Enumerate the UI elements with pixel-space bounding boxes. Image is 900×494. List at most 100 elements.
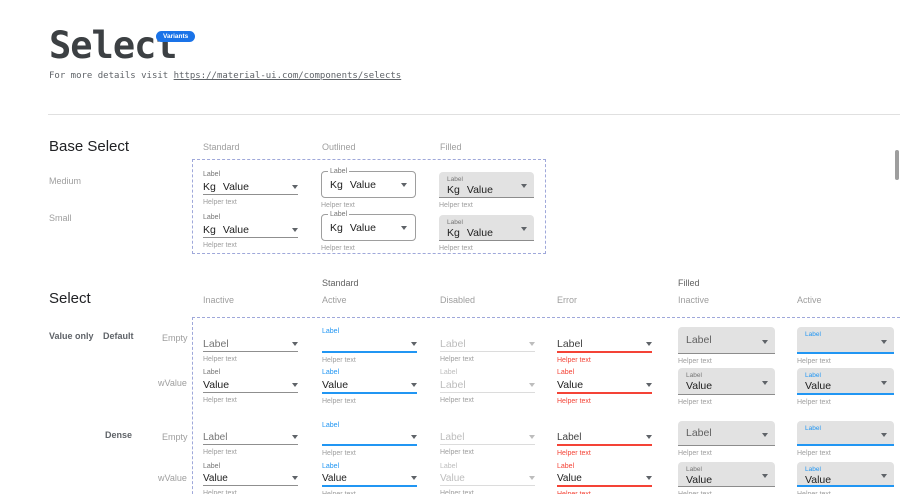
base-select-standard[interactable]: LabelKgValueHelper text (203, 209, 298, 250)
floating-label: Label (203, 462, 298, 471)
select-input[interactable]: LabelValue (678, 462, 775, 487)
subtitle: For more details visit https://material-… (49, 71, 401, 81)
dropdown-arrow-icon (529, 476, 535, 480)
helper-text: Helper text (203, 449, 298, 457)
select-value: Label (440, 379, 466, 391)
row-label-small: Small (49, 213, 72, 223)
select-value: Value (322, 379, 348, 391)
floating-label: Label (203, 170, 298, 179)
helper-text: Helper text (797, 358, 894, 366)
dropdown-arrow-icon (529, 342, 535, 346)
select-input[interactable]: Value (203, 471, 298, 486)
base-select-standard[interactable]: LabelKgValueHelper text (203, 166, 298, 207)
scrollbar-thumb[interactable] (895, 150, 899, 180)
value-prefix: Kg (330, 222, 343, 234)
select-standard-inactive[interactable]: LabelHelper text (203, 327, 298, 364)
floating-label: Label (805, 424, 886, 433)
select-standard-error[interactable]: LabelHelper text (557, 327, 652, 365)
select-standard-error[interactable]: LabelValueHelper text (557, 368, 652, 406)
floating-label: Label (322, 368, 417, 377)
select-filled-inactive-dense[interactable]: LabelValueHelper text (678, 462, 775, 494)
select-standard-error-dense[interactable]: LabelHelper text (557, 421, 652, 458)
select-input[interactable]: Value (440, 471, 535, 486)
select-input[interactable]: Value (557, 471, 652, 487)
dropdown-arrow-icon (521, 184, 527, 188)
column-header-outlined: Outlined (322, 142, 356, 152)
column-header-filled-inactive: Inactive (678, 295, 709, 305)
select-input[interactable]: LabelKgValue (439, 172, 534, 198)
dropdown-arrow-icon (881, 433, 887, 437)
select-input[interactable]: Label (678, 421, 775, 446)
select-standard-disabled-dense[interactable]: LabelValueHelper text (440, 462, 535, 494)
select-value: Value (467, 184, 493, 196)
select-standard-inactive-dense[interactable]: LabelValueHelper text (203, 462, 298, 494)
base-select-filled[interactable]: LabelKgValueHelper text (439, 166, 534, 210)
select-input[interactable]: LabelValue (797, 462, 894, 487)
select-input[interactable]: KgValue (203, 222, 298, 238)
select-input[interactable]: LabelKgValue (321, 171, 416, 198)
helper-text: Helper text (322, 450, 417, 458)
row-label-empty: Empty (162, 432, 188, 442)
floating-label: Label (328, 211, 349, 219)
floating-label: Label (686, 371, 767, 380)
select-input[interactable]: Label (440, 430, 535, 445)
select-input[interactable] (322, 430, 417, 446)
select-input[interactable]: Value (322, 377, 417, 394)
select-standard-disabled-dense[interactable]: LabelHelper text (440, 421, 535, 457)
floating-label: Label (557, 368, 652, 377)
select-standard-active[interactable]: LabelHelper text (322, 327, 417, 365)
select-input[interactable]: LabelKgValue (439, 215, 534, 241)
base-select-outlined[interactable]: LabelKgValueHelper text (321, 209, 416, 253)
select-filled-active-dense[interactable]: LabelHelper text (797, 421, 894, 458)
column-header-standard: Standard (203, 142, 240, 152)
floating-label: Label (447, 218, 526, 227)
select-input[interactable]: Value (203, 377, 298, 393)
select-input[interactable]: Value (322, 471, 417, 487)
select-standard-inactive[interactable]: LabelValueHelper text (203, 368, 298, 405)
select-value: Label (686, 427, 712, 439)
select-standard-inactive-dense[interactable]: Label Helper text (203, 421, 298, 457)
select-value: Value (223, 224, 249, 236)
select-filled-active-dense[interactable]: LabelValueHelper text (797, 462, 894, 494)
select-filled-active[interactable]: Label Helper text (797, 327, 894, 366)
select-input[interactable]: KgValue (203, 179, 298, 195)
select-filled-active[interactable]: LabelValueHelper text (797, 368, 894, 407)
select-standard-error-dense[interactable]: LabelValueHelper text (557, 462, 652, 494)
dropdown-arrow-icon (292, 435, 298, 439)
dropdown-arrow-icon (881, 340, 887, 344)
select-input[interactable]: Label (203, 430, 298, 445)
dropdown-arrow-icon (411, 342, 417, 346)
base-select-filled[interactable]: LabelKgValueHelper text (439, 209, 534, 253)
select-input[interactable]: Label (203, 336, 298, 352)
select-standard-active-dense[interactable]: LabelHelper text (322, 421, 417, 458)
select-input[interactable]: Label (678, 327, 775, 354)
select-input[interactable]: Label (440, 377, 535, 393)
dropdown-arrow-icon (411, 476, 417, 480)
select-value: Value (322, 473, 347, 484)
select-input[interactable]: LabelValue (797, 368, 894, 395)
select-input[interactable]: Label (797, 421, 894, 446)
helper-text: Helper text (440, 490, 535, 494)
select-group-outline (192, 317, 900, 494)
column-header-filled: Filled (440, 142, 462, 152)
select-input[interactable]: LabelKgValue (321, 214, 416, 241)
select-standard-disabled[interactable]: LabelLabelHelper text (440, 368, 535, 405)
select-input[interactable]: Value (557, 377, 652, 394)
select-filled-inactive[interactable]: LabelValueHelper text (678, 368, 775, 407)
select-input[interactable]: Label (440, 336, 535, 352)
select-input[interactable]: LabelValue (678, 368, 775, 395)
docs-link[interactable]: https://material-ui.com/components/selec… (174, 71, 402, 81)
select-standard-active[interactable]: Label Value Helper text (322, 368, 417, 406)
base-select-outlined[interactable]: LabelKgValueHelper text (321, 166, 416, 210)
select-filled-inactive[interactable]: LabelHelper text (678, 327, 775, 366)
select-standard-disabled[interactable]: LabelHelper text (440, 327, 535, 364)
select-input[interactable]: Label (557, 430, 652, 446)
select-value: Label (440, 432, 464, 443)
select-input[interactable]: Label (797, 327, 894, 354)
select-standard-active-dense[interactable]: LabelValueHelper text (322, 462, 417, 494)
helper-text: Helper text (322, 398, 417, 406)
select-input[interactable] (322, 336, 417, 353)
select-filled-inactive-dense[interactable]: LabelHelper text (678, 421, 775, 458)
dropdown-arrow-icon (521, 227, 527, 231)
select-input[interactable]: Label (557, 336, 652, 353)
